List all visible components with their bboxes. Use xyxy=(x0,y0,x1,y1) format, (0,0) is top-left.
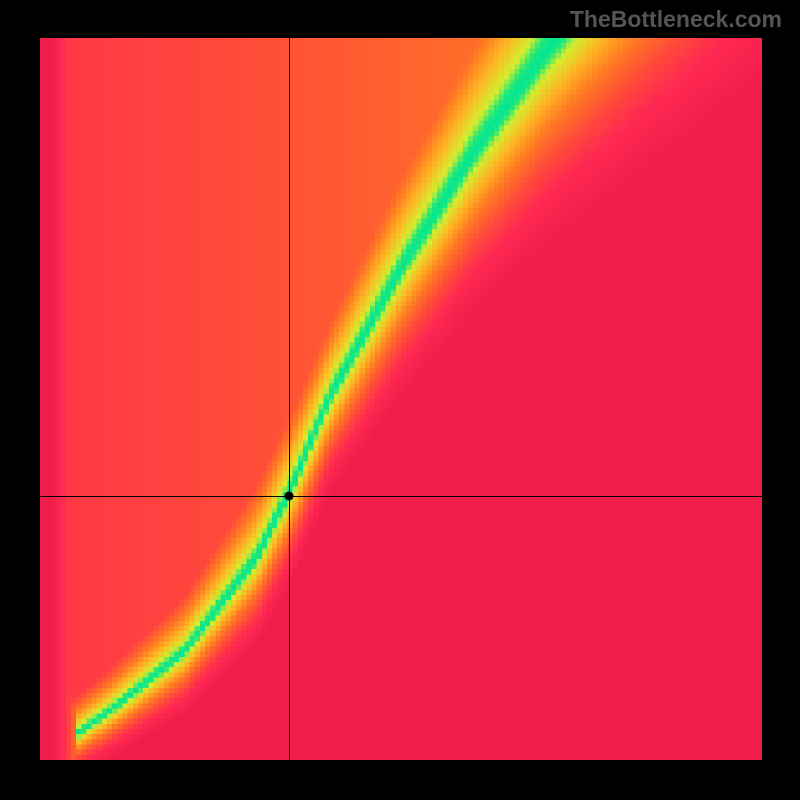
heatmap-canvas xyxy=(40,38,762,760)
crosshair-horizontal xyxy=(40,496,762,497)
crosshair-vertical xyxy=(289,38,290,760)
marker-dot xyxy=(285,492,294,501)
bottleneck-heatmap xyxy=(40,38,762,760)
watermark-text: TheBottleneck.com xyxy=(570,6,782,33)
